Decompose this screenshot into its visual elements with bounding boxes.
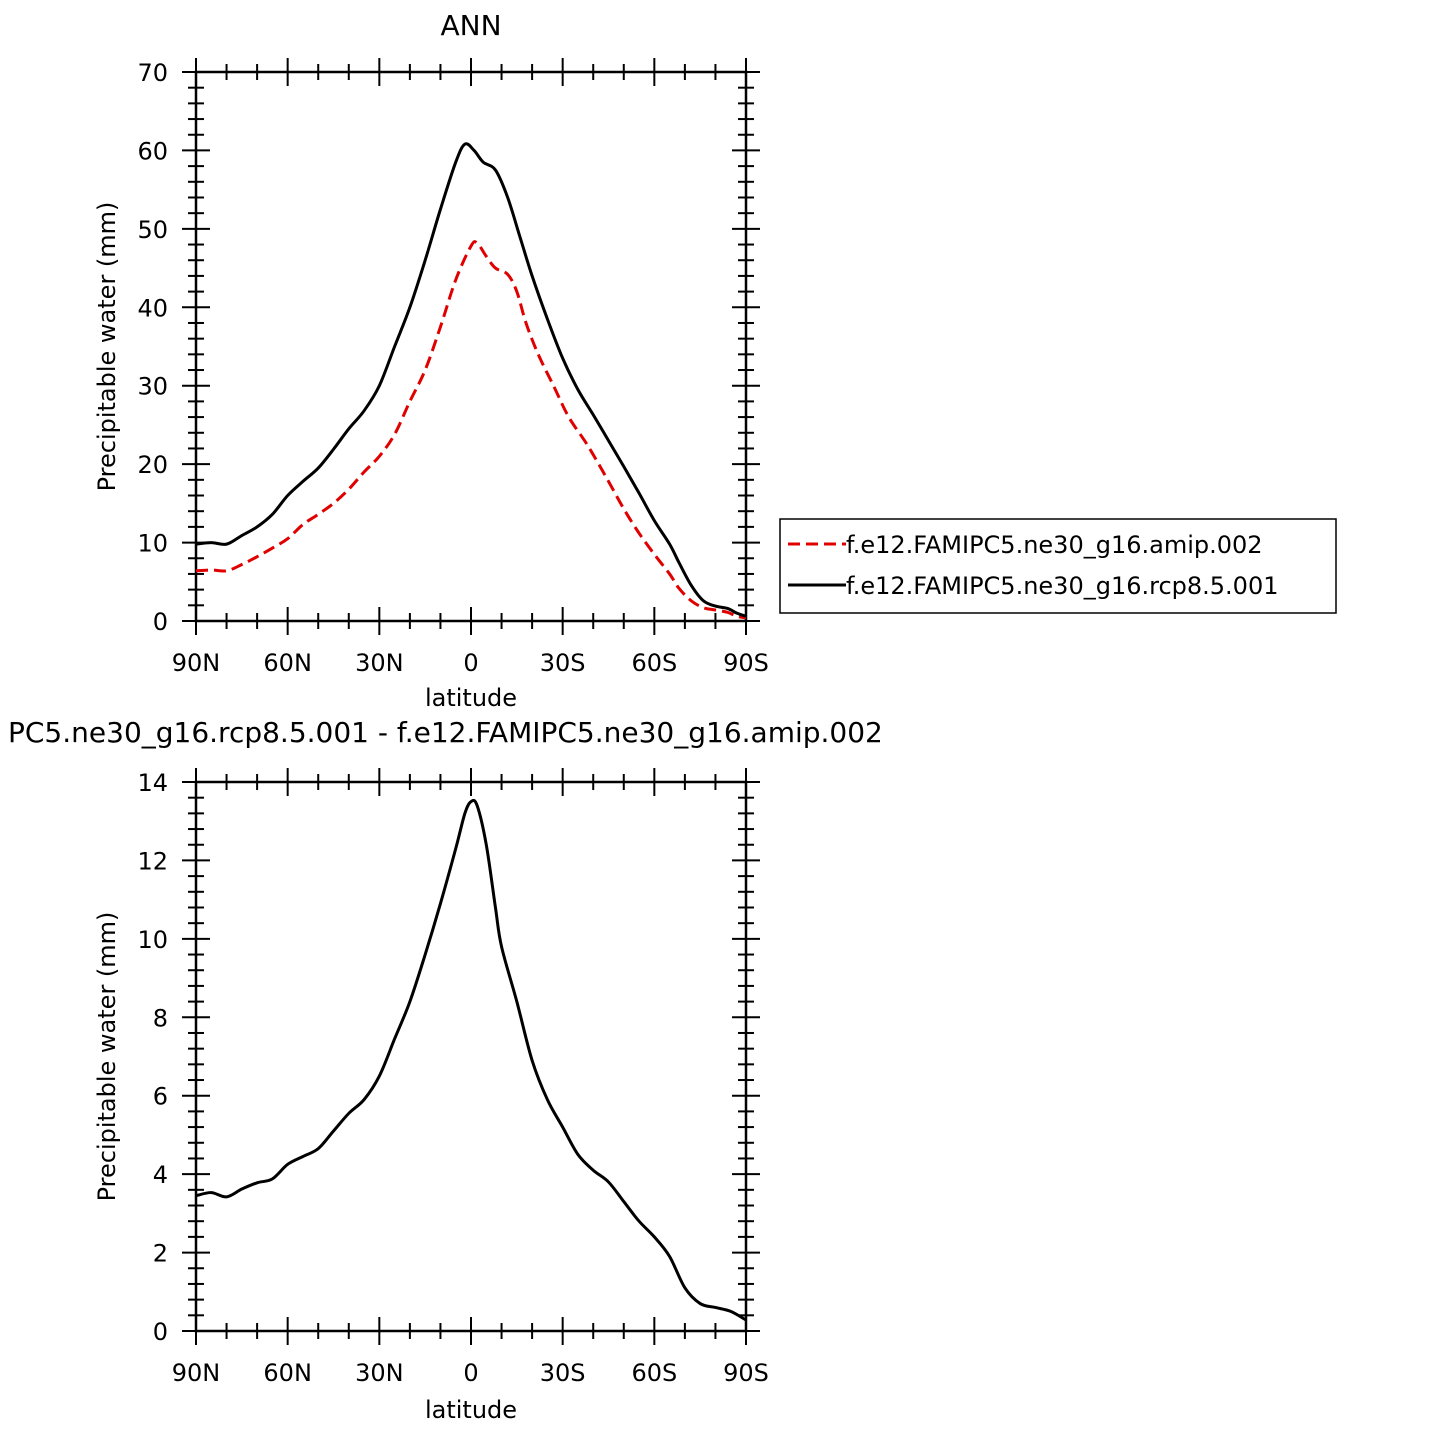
y-axis-label: Precipitable water (mm) bbox=[93, 202, 121, 492]
chart-title: ANN bbox=[440, 9, 501, 42]
x-tick-label: 90S bbox=[723, 649, 769, 677]
y-tick-label: 40 bbox=[137, 294, 168, 322]
top-panel: ANN 90N 60N 30N 0 30S 60S 90S 0 10 20 30 40 50 60 70 lat… bbox=[93, 9, 1337, 712]
x-tick-label: 0 bbox=[463, 1359, 478, 1387]
y-tick-label: 0 bbox=[153, 608, 168, 636]
y-tick-label: 30 bbox=[137, 373, 168, 401]
series-line-1 bbox=[195, 798, 747, 1322]
y-tick-label: 14 bbox=[137, 769, 168, 797]
legend-entry-1: f.e12.FAMIPC5.ne30_g16.amip.002 bbox=[846, 531, 1263, 559]
y-tick-label: 10 bbox=[137, 530, 168, 558]
y-tick-label: 20 bbox=[137, 451, 168, 479]
x-tick-label: 30N bbox=[355, 649, 404, 677]
x-tick-label: 90N bbox=[172, 649, 221, 677]
y-tick-label: 4 bbox=[153, 1161, 168, 1189]
x-tick-label: 60S bbox=[631, 649, 677, 677]
y-tick-label: 8 bbox=[153, 1004, 168, 1032]
x-tick-label: 30S bbox=[540, 1359, 586, 1387]
x-axis-label: latitude bbox=[425, 1396, 517, 1424]
y-tick-label: 60 bbox=[137, 137, 168, 165]
y-tick-label: 2 bbox=[153, 1240, 168, 1268]
y-tick-label: 70 bbox=[137, 59, 168, 87]
chart-title: PC5.ne30_g16.rcp8.5.001 - f.e12.FAMIPC5.… bbox=[8, 716, 883, 749]
x-tick-label: 60S bbox=[631, 1359, 677, 1387]
x-tick-label: 30S bbox=[540, 649, 586, 677]
x-tick-label: 90N bbox=[172, 1359, 221, 1387]
x-tick-label: 30N bbox=[355, 1359, 404, 1387]
plot-frame bbox=[194, 70, 748, 623]
series-line-2 bbox=[195, 142, 747, 618]
y-tick-label: 50 bbox=[137, 216, 168, 244]
x-tick-label: 60N bbox=[263, 1359, 312, 1387]
bottom-panel: PC5.ne30_g16.rcp8.5.001 - f.e12.FAMIPC5.… bbox=[8, 716, 883, 1424]
x-tick-label: 60N bbox=[263, 649, 312, 677]
legend-box bbox=[779, 518, 1337, 614]
x-tick-label: 90S bbox=[723, 1359, 769, 1387]
x-axis-label: latitude bbox=[425, 684, 517, 712]
y-tick-label: 0 bbox=[153, 1318, 168, 1346]
plot-frame bbox=[194, 780, 748, 1333]
series-line-1 bbox=[195, 240, 747, 620]
x-tick-label: 0 bbox=[463, 649, 478, 677]
y-tick-label: 12 bbox=[137, 847, 168, 875]
y-tick-label: 10 bbox=[137, 926, 168, 954]
y-tick-label: 6 bbox=[153, 1083, 168, 1111]
y-axis-label: Precipitable water (mm) bbox=[93, 912, 121, 1202]
legend-entry-2: f.e12.FAMIPC5.ne30_g16.rcp8.5.001 bbox=[846, 572, 1279, 600]
